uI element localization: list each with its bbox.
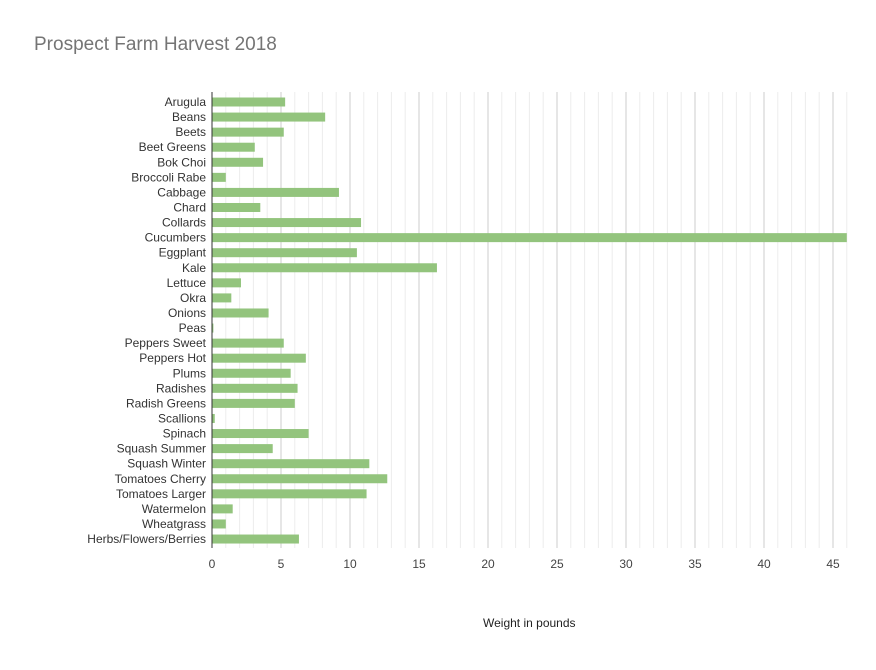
- bar: [212, 353, 306, 363]
- bar: [212, 233, 847, 243]
- y-category-label: Squash Winter: [127, 457, 206, 471]
- bar: [212, 97, 286, 107]
- bar: [212, 489, 367, 499]
- x-tick-label: 0: [209, 557, 216, 571]
- y-category-label: Cabbage: [157, 185, 206, 199]
- bar: [212, 127, 284, 137]
- bar: [212, 534, 299, 544]
- y-category-label: Watermelon: [142, 502, 206, 516]
- bar: [212, 459, 370, 469]
- x-tick-label: 15: [412, 557, 426, 571]
- bar: [212, 263, 437, 273]
- y-category-label: Onions: [168, 306, 206, 320]
- y-category-label: Plums: [173, 366, 206, 380]
- bar: [212, 172, 226, 182]
- y-category-label: Wheatgrass: [142, 517, 206, 531]
- bar: [212, 429, 309, 439]
- bar: [212, 474, 388, 484]
- bar: [212, 444, 273, 454]
- bar: [212, 519, 226, 529]
- y-category-label: Squash Summer: [117, 442, 206, 456]
- chart-title: Prospect Farm Harvest 2018: [34, 34, 277, 55]
- x-tick-label: 40: [757, 557, 771, 571]
- bar: [212, 278, 241, 288]
- y-category-label: Lettuce: [167, 276, 207, 290]
- y-category-label: Herbs/Flowers/Berries: [87, 532, 206, 546]
- bar: [212, 112, 326, 122]
- bar: [212, 248, 357, 258]
- y-category-label: Okra: [180, 291, 206, 305]
- bar: [212, 323, 214, 333]
- y-category-label: Peppers Hot: [139, 351, 206, 365]
- y-category-label: Tomatoes Cherry: [115, 472, 206, 486]
- y-category-label: Arugula: [165, 95, 207, 109]
- x-tick-label: 45: [826, 557, 840, 571]
- y-category-label: Radish Greens: [126, 396, 206, 410]
- x-axis-label: Weight in pounds: [483, 616, 576, 630]
- bar: [212, 398, 295, 408]
- y-category-label: Radishes: [156, 381, 206, 395]
- bar: [212, 504, 233, 514]
- y-category-label: Spinach: [163, 427, 206, 441]
- bar: [212, 157, 264, 167]
- y-category-label: Bok Choi: [157, 155, 206, 169]
- x-tick-label: 25: [550, 557, 564, 571]
- y-category-label: Collards: [162, 216, 206, 230]
- y-category-label: Cucumbers: [145, 231, 206, 245]
- x-tick-label: 20: [481, 557, 495, 571]
- y-category-label: Broccoli Rabe: [131, 170, 206, 184]
- bar: [212, 368, 291, 378]
- bar: [212, 187, 339, 197]
- y-category-label: Beans: [172, 110, 206, 124]
- y-category-label: Tomatoes Larger: [116, 487, 206, 501]
- bar: [212, 383, 298, 393]
- y-category-label: Eggplant: [159, 246, 207, 260]
- x-tick-label: 5: [278, 557, 285, 571]
- bar: [212, 218, 362, 228]
- y-category-label: Beet Greens: [139, 140, 206, 154]
- bar: [212, 142, 255, 152]
- y-category-label: Beets: [175, 125, 206, 139]
- y-category-label: Scallions: [158, 411, 206, 425]
- y-category-label: Kale: [182, 261, 206, 275]
- bar: [212, 413, 215, 423]
- bar: [212, 338, 284, 348]
- bar: [212, 202, 261, 212]
- bar: [212, 308, 269, 318]
- x-tick-label: 35: [688, 557, 702, 571]
- y-category-label: Peppers Sweet: [125, 336, 207, 350]
- bar: [212, 293, 232, 303]
- x-tick-label: 10: [343, 557, 357, 571]
- y-category-label: Chard: [173, 200, 206, 214]
- x-tick-label: 30: [619, 557, 633, 571]
- y-category-label: Peas: [179, 321, 206, 335]
